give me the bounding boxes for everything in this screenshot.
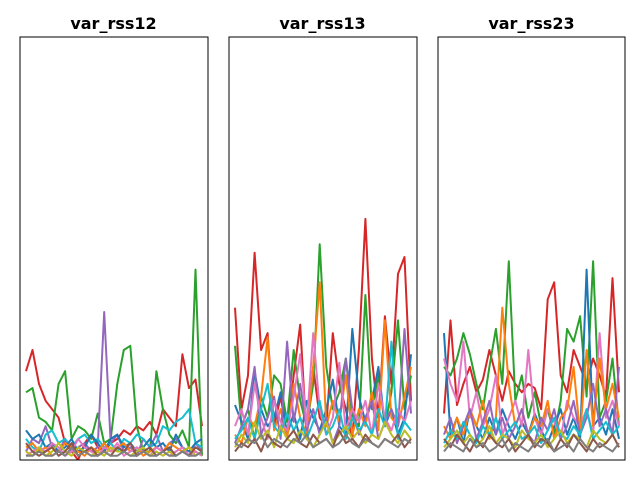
plot-frame (437, 36, 626, 461)
series-lines (25, 268, 203, 460)
series-line-10 (234, 433, 412, 449)
series-line-10 (443, 437, 620, 453)
series-line-9 (443, 433, 620, 453)
series-line-5 (443, 306, 620, 440)
series-line-2 (25, 268, 203, 456)
series-line-8 (25, 442, 203, 457)
series-line-8 (234, 420, 412, 449)
panel-title: var_rss12 (70, 14, 156, 33)
panel-3: var_rss23 (437, 14, 626, 461)
panel-title: var_rss23 (488, 14, 574, 33)
series-line-7 (234, 340, 412, 440)
plot-frame (19, 36, 209, 461)
panel-title: var_rss13 (279, 14, 365, 33)
plot-frame (228, 36, 418, 461)
series-line-10 (26, 446, 203, 457)
series-line-4 (234, 281, 412, 445)
panel-1: var_rss12 (19, 14, 209, 461)
series-lines (443, 260, 620, 453)
panel-2: var_rss13 (228, 14, 418, 461)
series-lines (234, 217, 412, 453)
series-line-9 (25, 442, 203, 457)
